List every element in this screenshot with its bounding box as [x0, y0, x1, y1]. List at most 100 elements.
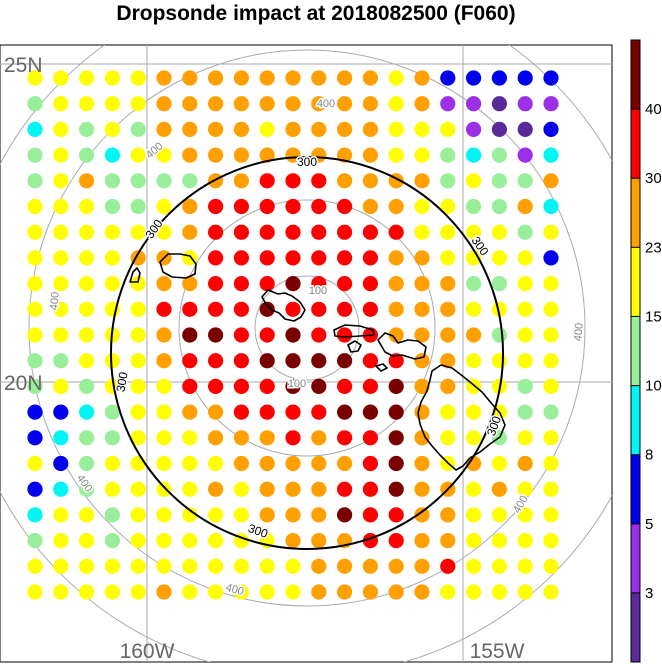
impact-dot	[466, 301, 482, 317]
impact-dot	[414, 327, 430, 343]
impact-dot	[337, 198, 353, 215]
impact-dot	[208, 353, 224, 369]
impact-dot	[311, 224, 327, 240]
impact-dot	[156, 198, 172, 215]
impact-dot	[53, 404, 69, 420]
impact-dot	[182, 430, 198, 446]
impact-dot	[517, 404, 533, 420]
impact-dot	[208, 224, 224, 240]
impact-dot	[233, 430, 249, 446]
impact-dot	[491, 121, 507, 137]
impact-dot	[27, 301, 43, 317]
impact-dot	[208, 198, 224, 215]
impact-dot	[156, 533, 172, 549]
impact-dot	[440, 224, 456, 240]
impact-dot	[233, 250, 249, 266]
hawaiian-islands	[129, 253, 506, 471]
impact-dot	[543, 404, 559, 420]
impact-dot	[337, 147, 353, 163]
impact-dot	[130, 378, 146, 394]
impact-dot	[517, 301, 533, 317]
impact-dot	[208, 533, 224, 549]
impact-dot	[79, 481, 95, 497]
impact-dot	[104, 198, 120, 215]
impact-dot	[79, 404, 95, 420]
impact-dot	[414, 224, 430, 240]
impact-dot	[388, 455, 404, 472]
impact-dot	[285, 301, 301, 317]
impact-dot	[259, 70, 275, 86]
impact-dot	[440, 558, 456, 574]
impact-dot	[543, 173, 559, 189]
impact-dot	[208, 173, 224, 189]
impact-dot	[208, 147, 224, 163]
impact-dot	[388, 70, 404, 86]
impact-dot	[53, 301, 69, 317]
impact-dot	[388, 404, 404, 420]
impact-dot	[79, 173, 95, 189]
impact-dot	[311, 378, 327, 394]
impact-dot	[414, 96, 430, 112]
impact-dot	[337, 378, 353, 394]
impact-dot	[104, 455, 120, 472]
impact-dot	[491, 70, 507, 86]
impact-dot	[182, 558, 198, 574]
impact-dot	[53, 70, 69, 86]
impact-dot	[285, 276, 301, 292]
impact-dot	[543, 430, 559, 446]
impact-dot	[53, 481, 69, 497]
impact-dot	[285, 584, 301, 600]
impact-dot	[233, 481, 249, 497]
impact-dot	[182, 121, 198, 137]
impact-dot	[285, 404, 301, 420]
impact-dot	[285, 507, 301, 523]
impact-dot	[259, 198, 275, 215]
impact-dot	[285, 558, 301, 574]
impact-dot	[104, 558, 120, 574]
impact-dot	[79, 558, 95, 574]
impact-dot	[259, 558, 275, 574]
island-lanai	[347, 340, 362, 353]
impact-dot	[491, 558, 507, 574]
impact-dot	[414, 70, 430, 86]
impact-dot	[285, 430, 301, 446]
impact-dot	[362, 455, 378, 472]
impact-dot	[104, 584, 120, 600]
impact-dot	[156, 558, 172, 574]
impact-dot	[79, 276, 95, 292]
impact-dot	[104, 481, 120, 497]
impact-dot	[388, 558, 404, 574]
impact-dot	[182, 404, 198, 420]
longitude-label-155w: 155W	[470, 640, 525, 663]
impact-dot	[543, 70, 559, 86]
impact-dot	[466, 481, 482, 497]
impact-dot	[182, 198, 198, 215]
impact-dot	[362, 121, 378, 137]
impact-dot	[491, 584, 507, 600]
impact-dot	[362, 198, 378, 215]
impact-dot	[79, 353, 95, 369]
impact-dot	[517, 533, 533, 549]
impact-dot	[104, 507, 120, 523]
impact-dot	[27, 455, 43, 472]
impact-dot	[233, 558, 249, 574]
impact-dot	[491, 250, 507, 266]
impact-dot	[208, 96, 224, 112]
colorbar-segment	[631, 316, 640, 386]
impact-dot	[259, 96, 275, 112]
impact-dot	[27, 507, 43, 523]
impact-dot	[311, 584, 327, 600]
impact-dot	[130, 173, 146, 189]
impact-dot	[233, 507, 249, 523]
impact-dot	[543, 96, 559, 112]
impact-dot	[233, 584, 249, 600]
impact-dot	[233, 147, 249, 163]
impact-dot	[440, 378, 456, 394]
impact-dot	[79, 70, 95, 86]
impact-dot	[285, 455, 301, 472]
impact-dot	[182, 147, 198, 163]
impact-dot	[440, 533, 456, 549]
impact-dot	[208, 507, 224, 523]
impact-dot	[259, 353, 275, 369]
impact-dot	[208, 558, 224, 574]
